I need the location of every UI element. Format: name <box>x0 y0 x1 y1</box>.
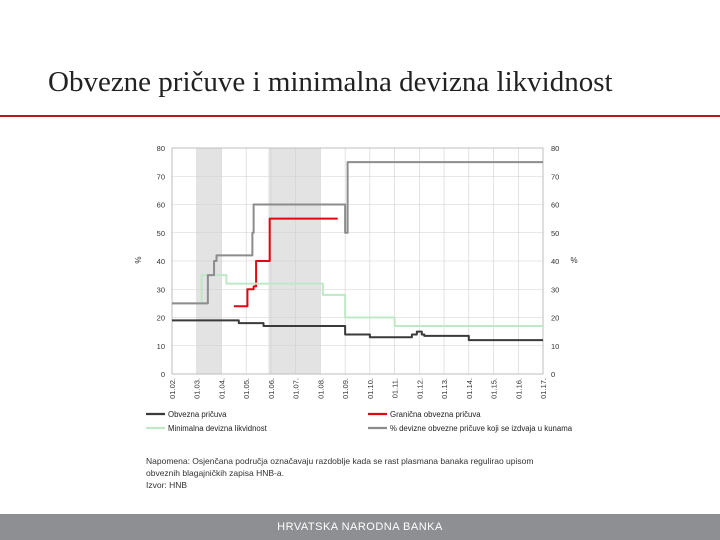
title-divider <box>0 115 720 117</box>
footer-institution: HRVATSKA NARODNA BANKA <box>277 521 443 533</box>
y-tick-label-right: 0 <box>551 370 555 379</box>
y-tick-label-right: 10 <box>551 342 559 351</box>
plot-border <box>171 147 544 375</box>
x-tick-label: 01.14. <box>465 378 474 399</box>
x-tick-label: 01.04. <box>217 378 226 399</box>
source-line: Izvor: HNB <box>146 480 188 490</box>
plot-frame <box>171 147 544 375</box>
x-tick-label: 01.06. <box>267 378 276 399</box>
x-tick-label: 01.13. <box>440 378 449 399</box>
series-line-3 <box>172 274 543 327</box>
y-tick-label-right: 50 <box>551 229 559 238</box>
note-line-1: Napomena: Osjenčana područja označavaju … <box>146 456 534 466</box>
y-tick-label-left: 70 <box>157 172 165 181</box>
legend: Obvezna pričuva Granična obvezna pričuva M… <box>146 410 573 433</box>
x-tick-label: 01.12. <box>415 378 424 399</box>
y-axis-label-right: % <box>570 256 577 265</box>
y-tick-label-right: 80 <box>551 144 559 153</box>
y-tick-label-left: 60 <box>157 201 165 210</box>
slide-title: Obvezne pričuve i minimalna devizna likv… <box>48 66 613 98</box>
y-tick-label-left: 30 <box>157 285 165 294</box>
note-line-2: obveznih blagajničkih zapisa HNB-a. <box>146 468 284 478</box>
y-tick-label-right: 30 <box>551 285 559 294</box>
y-tick-label-left: 40 <box>157 257 165 266</box>
x-tick-label: 01.11. <box>391 378 400 398</box>
legend-label-4: % devizne obvezne pričuve koji se izdvaj… <box>390 424 573 433</box>
y-axis-label-left: % <box>134 256 143 263</box>
x-tick-label: 01.09. <box>341 378 350 399</box>
x-tick-label: 01.15. <box>490 378 499 399</box>
y-tick-label-left: 20 <box>157 314 165 323</box>
x-tick-label: 01.03. <box>193 378 202 399</box>
y-tick-label-right: 70 <box>551 172 559 181</box>
footer-bar: HRVATSKA NARODNA BANKA <box>0 514 720 540</box>
axis-labels: % % 01.02. 01.03. 01.04. 01.05. 01.06. 01.07.… <box>134 144 578 399</box>
x-tick-label: 01.16. <box>514 378 523 399</box>
y-tick-label-right: 40 <box>551 257 559 266</box>
series-lines <box>172 161 543 342</box>
y-tick-label-left: 10 <box>157 342 165 351</box>
x-tick-label: 01.17. <box>539 378 548 399</box>
legend-label-2: Granična obvezna pričuva <box>390 410 481 419</box>
legend-label-3: Minimalna devizna likvidnost <box>168 424 268 433</box>
y-tick-label-left: 50 <box>157 229 165 238</box>
reserve-requirements-chart: % % 01.02. 01.03. 01.04. 01.05. 01.06. 01.07.… <box>134 144 578 433</box>
legend-label-1: Obvezna pričuva <box>168 410 227 419</box>
y-tick-label-left: 80 <box>157 144 165 153</box>
chart-note: Napomena: Osjenčana područja označavaju … <box>146 455 596 491</box>
series-line-1 <box>172 319 543 342</box>
x-tick-label: 01.10. <box>366 378 375 399</box>
y-tick-label-right: 60 <box>551 201 559 210</box>
y-tick-label-left: 0 <box>161 370 165 379</box>
x-tick-label: 01.08. <box>316 378 325 399</box>
y-tick-label-right: 20 <box>551 314 559 323</box>
series-line-2 <box>233 217 338 308</box>
x-tick-label: 01.07. <box>292 378 301 399</box>
series-line-4 <box>172 161 543 305</box>
x-tick-label: 01.02. <box>168 378 177 399</box>
x-tick-label: 01.05. <box>242 378 251 399</box>
